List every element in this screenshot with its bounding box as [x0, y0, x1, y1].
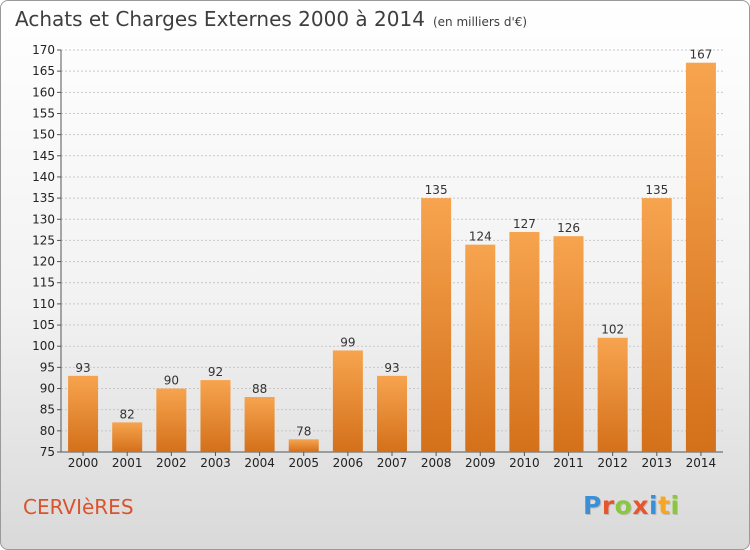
bar-value-label: 88	[252, 382, 267, 396]
y-tick-label: 155	[32, 106, 55, 120]
logo-letter: x	[632, 491, 649, 520]
bar-value-label: 135	[425, 183, 448, 197]
logo-letter: r	[601, 491, 615, 520]
y-tick-label: 145	[32, 149, 55, 163]
bar-value-label: 82	[120, 407, 135, 421]
bar-value-label: 93	[384, 361, 399, 375]
x-tick-label: 2008	[421, 456, 452, 470]
bar-value-label: 167	[689, 48, 712, 62]
bar-value-label: 126	[557, 221, 580, 235]
y-tick-label: 115	[32, 276, 55, 290]
bar-value-label: 124	[469, 230, 492, 244]
bar	[112, 422, 143, 452]
chart-title: Achats et Charges Externes 2000 à 2014 (e…	[15, 7, 527, 31]
x-tick-label: 2001	[112, 456, 143, 470]
x-tick-label: 2003	[200, 456, 231, 470]
commune-name: CERVIèRES	[23, 495, 134, 519]
y-tick-label: 85	[40, 403, 55, 417]
bar-value-label: 102	[601, 323, 624, 337]
logo-letter: t	[658, 491, 671, 520]
y-tick-label: 110	[32, 297, 55, 311]
bar	[244, 396, 275, 452]
logo-letter: P	[583, 491, 602, 520]
bar	[597, 337, 628, 452]
chart-subtitle: (en milliers d'€)	[432, 15, 528, 29]
y-tick-label: 165	[32, 64, 55, 78]
bar	[641, 198, 672, 452]
y-tick-label: 95	[40, 360, 55, 374]
bar-value-label: 99	[340, 335, 355, 349]
bar	[332, 350, 363, 452]
y-tick-label: 80	[40, 424, 55, 438]
y-tick-label: 100	[32, 339, 55, 353]
bar-value-label: 127	[513, 217, 536, 231]
x-tick-label: 2011	[553, 456, 584, 470]
x-tick-label: 2014	[686, 456, 717, 470]
y-tick-label: 125	[32, 233, 55, 247]
logo-letter: i	[670, 491, 680, 520]
bar	[685, 62, 716, 453]
bar-value-label: 135	[645, 183, 668, 197]
bar	[200, 380, 231, 452]
x-tick-label: 2009	[465, 456, 496, 470]
x-tick-label: 2005	[288, 456, 319, 470]
x-tick-label: 2007	[377, 456, 408, 470]
y-tick-label: 105	[32, 318, 55, 332]
x-tick-label: 2012	[597, 456, 628, 470]
bar	[377, 375, 407, 452]
chart-title-text: Achats et Charges Externes 2000 à 2014	[15, 7, 425, 31]
bar	[288, 439, 319, 452]
y-tick-label: 90	[40, 382, 55, 396]
y-tick-label: 135	[32, 191, 55, 205]
y-tick-label: 150	[32, 128, 55, 142]
bar-value-label: 78	[296, 424, 311, 438]
bar-value-label: 90	[164, 374, 179, 388]
proxiti-logo[interactable]: Proxiti	[583, 491, 680, 520]
logo-letter: i	[649, 491, 659, 520]
y-tick-label: 130	[32, 212, 55, 226]
bar	[68, 375, 99, 452]
logo-letter: o	[614, 491, 633, 520]
y-tick-label: 170	[32, 43, 55, 57]
y-tick-label: 120	[32, 255, 55, 269]
y-tick-label: 160	[32, 85, 55, 99]
bar	[156, 388, 187, 452]
y-tick-label: 140	[32, 170, 55, 184]
x-tick-label: 2006	[333, 456, 364, 470]
bar-value-label: 93	[75, 361, 90, 375]
bar-value-label: 92	[208, 365, 223, 379]
x-tick-label: 2002	[156, 456, 187, 470]
bar	[465, 244, 496, 452]
x-tick-label: 2013	[642, 456, 673, 470]
x-tick-label: 2004	[244, 456, 275, 470]
x-tick-label: 2000	[68, 456, 99, 470]
bar	[509, 231, 540, 452]
bar	[421, 198, 452, 452]
bar	[553, 236, 584, 452]
x-tick-label: 2010	[509, 456, 540, 470]
y-tick-label: 75	[40, 445, 55, 459]
